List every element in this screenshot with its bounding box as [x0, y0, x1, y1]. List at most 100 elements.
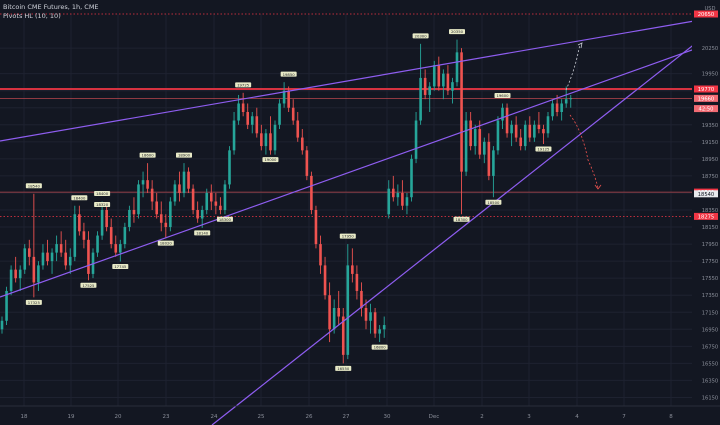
candle-body	[178, 184, 181, 193]
candle-body	[301, 137, 304, 151]
pivot-label-text: 17745	[114, 264, 127, 269]
candle-body	[155, 201, 158, 215]
candle-body	[401, 192, 404, 206]
candle-body	[200, 210, 204, 219]
pivot-label-text: 18400	[96, 191, 109, 196]
candle-body	[332, 308, 336, 330]
pivot-label-text: 20350	[451, 29, 464, 34]
candle-body	[464, 120, 468, 172]
candle-body	[68, 256, 72, 266]
pivot-label-box	[449, 29, 465, 35]
pivot-label-text: 18020	[160, 241, 173, 246]
pivot-label-box	[335, 365, 352, 371]
pivot-label-text: 19850	[283, 72, 296, 77]
symbol-title: Bitcoin CME Futures, 1h, CME	[3, 3, 99, 11]
candle-body	[14, 269, 17, 279]
lower-channel-line[interactable]	[211, 23, 720, 425]
candle-body	[328, 295, 331, 330]
candle-body	[373, 312, 377, 334]
candle-body	[41, 252, 45, 266]
candle-body	[32, 256, 36, 283]
candle-body	[496, 120, 500, 151]
price-scale-tag-text: 19660	[698, 96, 715, 102]
candle-body	[392, 188, 395, 198]
candle-body	[533, 124, 536, 138]
price-scale-tag-text: 18275	[698, 214, 715, 220]
pivot-label-box	[194, 230, 211, 236]
candle-body	[137, 184, 140, 215]
candle-body	[355, 273, 359, 291]
y-tick-label: 17550	[702, 276, 719, 282]
candle-body	[241, 103, 245, 112]
x-tick-label: 8	[669, 414, 673, 420]
candle-body	[87, 239, 90, 274]
projection-down-arrowhead	[594, 184, 602, 190]
candle-body	[173, 184, 177, 202]
candle-body	[255, 116, 259, 134]
candle-body	[164, 222, 168, 228]
candle-body	[237, 103, 240, 121]
candle-body	[387, 188, 391, 215]
candle-body	[483, 141, 486, 155]
pivot-label-text: 18500	[487, 200, 500, 205]
pivot-label-box	[94, 202, 111, 208]
candle-body	[273, 124, 277, 151]
candle-body	[296, 120, 300, 138]
pivot-label-box	[494, 92, 511, 98]
price-unit-label: USD	[704, 6, 715, 12]
pivot-label-box	[80, 282, 97, 288]
candle-body	[323, 265, 327, 296]
candle-body	[378, 329, 381, 334]
candle-body	[205, 192, 209, 210]
x-tick-label: 27	[343, 414, 350, 420]
candle-body	[501, 107, 504, 121]
x-tick-label: 25	[258, 414, 265, 420]
candle-body	[341, 316, 345, 355]
candle-body	[109, 227, 113, 245]
candle-body	[18, 269, 22, 279]
pivot-label-box	[235, 82, 252, 88]
middle-channel-line[interactable]	[0, 39, 720, 298]
y-tick-label: 17350	[702, 293, 719, 299]
y-tick-label: 16950	[702, 327, 719, 333]
candle-body	[287, 90, 290, 108]
y-tick-label: 16350	[702, 378, 719, 384]
projection-down-arrow[interactable]	[569, 114, 599, 189]
candle-body	[446, 73, 450, 91]
price-scale-tag	[694, 10, 718, 18]
candle-body	[264, 133, 268, 147]
x-tick-label: 26	[306, 414, 313, 420]
candle-body	[405, 197, 409, 206]
candle-body	[282, 90, 286, 104]
candle-body	[150, 188, 154, 202]
y-tick-label: 17950	[702, 242, 719, 248]
candle-body	[410, 158, 413, 198]
candle-body	[214, 201, 218, 206]
x-tick-label: 23	[163, 414, 170, 420]
indicator-row[interactable]: Pivots HL (10, 10)	[3, 12, 99, 21]
candle-body	[28, 248, 31, 257]
candle-body	[478, 129, 482, 155]
candle-body	[551, 103, 554, 117]
pivot-label-box	[25, 299, 42, 305]
candle-body	[492, 150, 495, 176]
candle-body	[423, 77, 427, 95]
candle-body	[569, 98, 573, 100]
price-scale-tag-text: 42:50	[699, 107, 714, 113]
y-tick-label: 16150	[702, 395, 719, 401]
price-axis-background	[692, 0, 720, 425]
candle-body	[73, 214, 77, 257]
candle-body	[223, 184, 227, 210]
price-scale-tag-text: 18540	[698, 192, 715, 198]
candle-body	[210, 192, 213, 202]
price-scale-tag	[694, 94, 718, 102]
pivot-label-text: 18540	[28, 183, 41, 188]
candle-body	[451, 82, 454, 91]
symbol-row[interactable]: Bitcoin CME Futures, 1h, CME	[3, 3, 99, 12]
candle-body	[291, 107, 295, 121]
candle-body	[141, 180, 145, 185]
x-tick-label: 4	[575, 414, 579, 420]
upper-channel-line[interactable]	[0, 19, 701, 142]
